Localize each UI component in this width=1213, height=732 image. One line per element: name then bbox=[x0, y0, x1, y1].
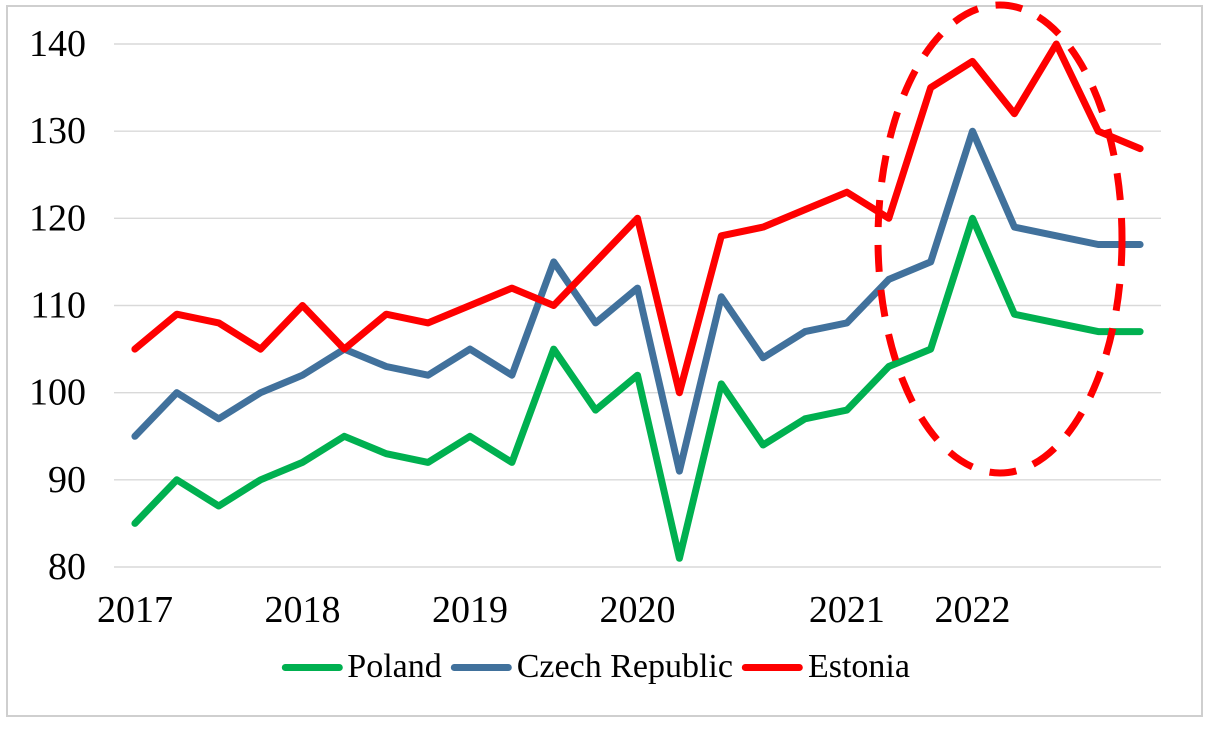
x-tick-label: 2020 bbox=[600, 589, 676, 631]
legend-item-czech-republic: Czech Republic bbox=[450, 648, 733, 685]
series-line-estonia bbox=[131, 40, 1144, 397]
legend-swatch bbox=[450, 663, 512, 671]
y-tick-label: 100 bbox=[29, 372, 86, 414]
series-line-poland bbox=[131, 214, 1144, 562]
chart-frame bbox=[6, 5, 1203, 717]
legend-swatch bbox=[281, 663, 343, 671]
series-line-czech-republic bbox=[131, 127, 1144, 475]
legend-label: Estonia bbox=[807, 648, 910, 685]
x-tick-label: 2018 bbox=[264, 589, 340, 631]
y-tick-label: 140 bbox=[29, 23, 86, 65]
legend-label: Czech Republic bbox=[516, 648, 733, 685]
x-tick-label: 2021 bbox=[809, 589, 885, 631]
x-tick-label: 2019 bbox=[432, 589, 508, 631]
y-tick-label: 80 bbox=[48, 546, 86, 588]
legend-label: Poland bbox=[347, 648, 442, 685]
legend-item-poland: Poland bbox=[281, 648, 442, 685]
highlight-ellipse bbox=[874, 1, 1126, 477]
y-tick-label: 120 bbox=[29, 197, 86, 239]
y-tick-label: 130 bbox=[29, 110, 86, 152]
chart-legend: Poland Czech Republic Estonia bbox=[281, 650, 919, 684]
legend-item-estonia: Estonia bbox=[741, 648, 910, 685]
legend-swatch bbox=[741, 663, 803, 671]
y-tick-label: 90 bbox=[48, 459, 86, 501]
y-tick-label: 110 bbox=[30, 285, 86, 327]
x-tick-label: 2017 bbox=[97, 589, 173, 631]
x-tick-label: 2022 bbox=[935, 589, 1011, 631]
